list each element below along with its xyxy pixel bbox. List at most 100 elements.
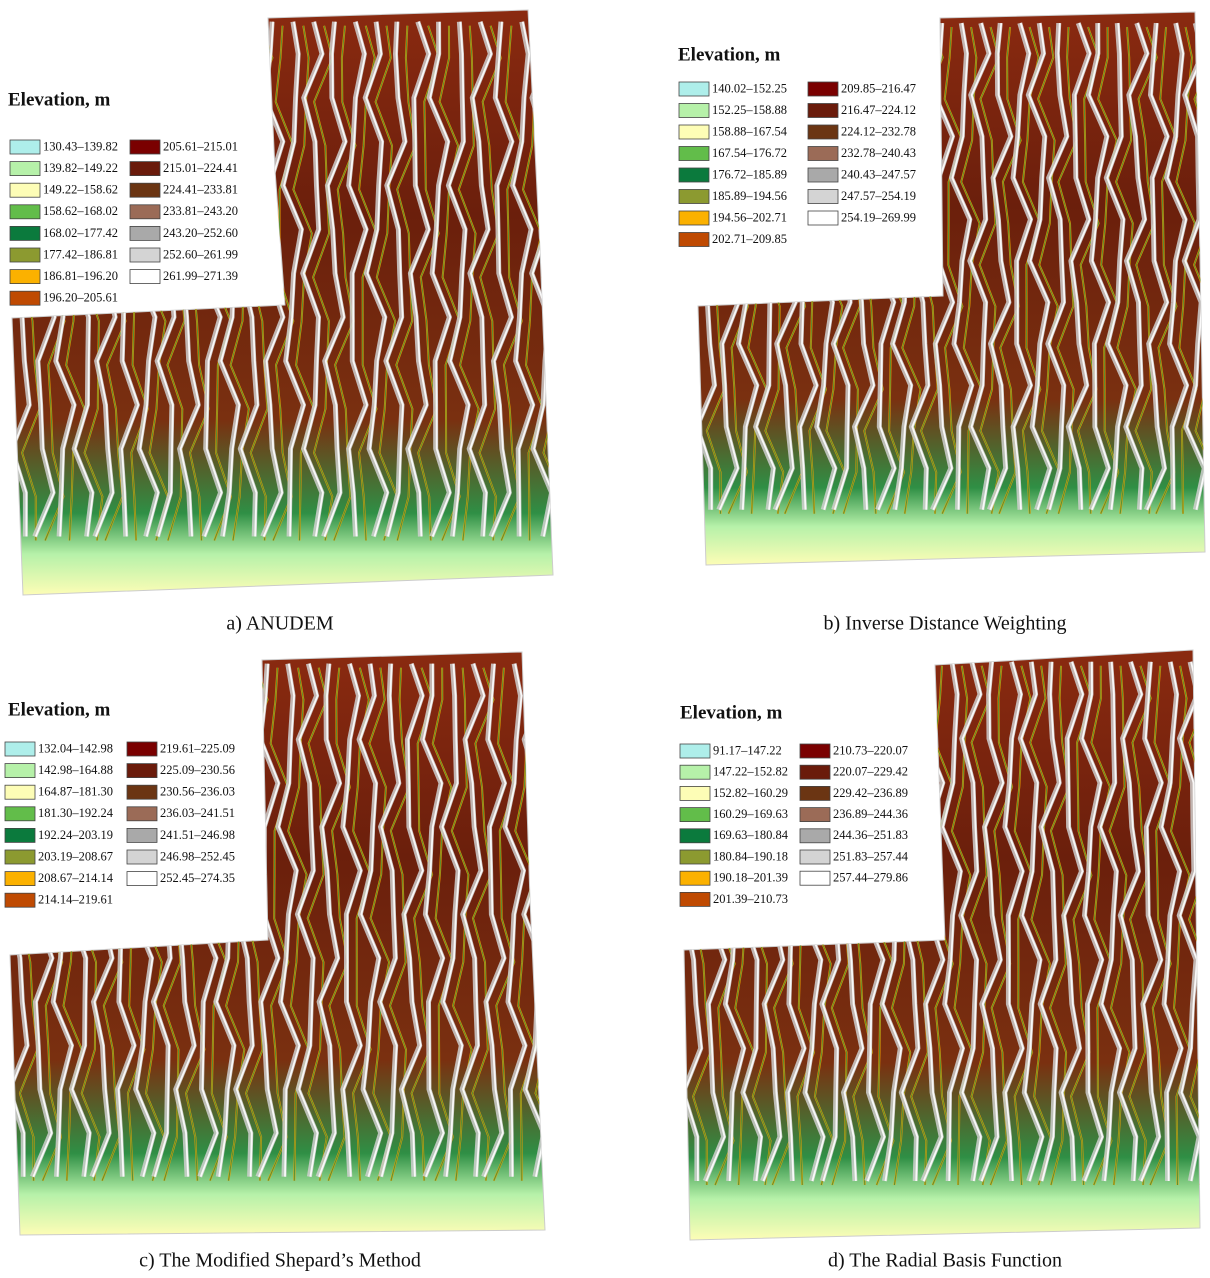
legend-swatch: [679, 168, 709, 182]
legend-label: 139.82–149.22: [43, 161, 118, 175]
legend-label: 201.39–210.73: [713, 892, 788, 906]
legend-swatch: [5, 807, 35, 821]
legend-label: 177.42–186.81: [43, 247, 118, 261]
legend-swatch: [127, 742, 157, 756]
legend-swatch: [127, 872, 157, 886]
legend-title: Elevation, m: [8, 699, 111, 720]
legend-label: 236.03–241.51: [160, 806, 235, 820]
legend-label: 130.43–139.82: [43, 139, 118, 153]
legend-swatch: [10, 248, 40, 262]
legend-label: 167.54–176.72: [712, 146, 787, 160]
legend-swatch: [800, 850, 830, 864]
legend-swatch: [10, 270, 40, 284]
panel: Elevation, m132.04–142.98142.98–164.8816…: [5, 652, 554, 1272]
legend-swatch: [10, 291, 40, 305]
legend-label: 224.12–232.78: [841, 124, 916, 138]
legend-label: 181.30–192.24: [38, 806, 114, 820]
legend-label: 229.42–236.89: [833, 786, 908, 800]
page: { "legend_colors": ["#aeeeea", "#b6f1a9"…: [0, 0, 1210, 1273]
caption: d) The Radial Basis Function: [828, 1250, 1062, 1272]
panel: Elevation, m91.17–147.22147.22–152.82152…: [680, 650, 1209, 1272]
legend-swatch: [679, 82, 709, 96]
legend-title: Elevation, m: [678, 44, 781, 65]
legend-label: 236.89–244.36: [833, 807, 908, 821]
legend-swatch: [5, 872, 35, 886]
legend-label: 252.45–274.35: [160, 871, 235, 885]
legend-swatch: [10, 205, 40, 219]
legend-label: 225.09–230.56: [160, 763, 235, 777]
legend-label: 196.20–205.61: [43, 291, 118, 305]
legend-swatch: [5, 893, 35, 907]
legend-label: 180.84–190.18: [713, 849, 788, 863]
legend-label: 252.60–261.99: [163, 247, 238, 261]
legend-swatch: [10, 226, 40, 240]
legend-swatch: [679, 125, 709, 139]
caption: a) ANUDEM: [226, 613, 333, 635]
panel: Elevation, m 130.43–139.82 139.82–149.22 14…: [8, 10, 562, 635]
legend-swatch: [5, 764, 35, 778]
legend-label: 164.87–181.30: [38, 785, 113, 799]
legend-swatch: [808, 168, 838, 182]
legend-swatch: [800, 829, 830, 843]
legend-label: 205.61–215.01: [163, 139, 238, 153]
legend-swatch: [800, 744, 830, 758]
legend-swatch: [800, 765, 830, 779]
legend-swatch: [680, 892, 710, 906]
panel: Elevation, m140.02–152.25152.25–158.8815…: [678, 12, 1210, 635]
legend-label: 257.44–279.86: [833, 871, 908, 885]
legend-swatch: [808, 211, 838, 225]
legend-label: 209.85–216.47: [841, 81, 916, 95]
legend-label: 243.20–252.60: [163, 226, 238, 240]
legend-swatch: [680, 829, 710, 843]
legend-label: 192.24–203.19: [38, 828, 113, 842]
legend-swatch: [5, 828, 35, 842]
legend-swatch: [679, 211, 709, 225]
legend-swatch: [5, 785, 35, 799]
legend-swatch: [680, 850, 710, 864]
legend-label: 203.19–208.67: [38, 849, 113, 863]
legend-swatch: [800, 808, 830, 822]
legend-swatch: [679, 190, 709, 204]
legend-swatch: [679, 233, 709, 247]
legend-swatch: [127, 807, 157, 821]
legend-label: 158.62–168.02: [43, 204, 118, 218]
caption: b) Inverse Distance Weighting: [824, 613, 1067, 635]
legend-swatch: [127, 850, 157, 864]
legend-label: 241.51–246.98: [160, 828, 235, 842]
legend-label: 230.56–236.03: [160, 785, 235, 799]
legend-label: 210.73–220.07: [833, 743, 908, 757]
legend-label: 247.57–254.19: [841, 189, 916, 203]
legend-label: 232.78–240.43: [841, 146, 916, 160]
legend-swatch: [127, 785, 157, 799]
legend-label: 169.63–180.84: [713, 828, 789, 842]
legend-label: 160.29–169.63: [713, 807, 788, 821]
legend-label: 244.36–251.83: [833, 828, 908, 842]
legend-swatch: [130, 140, 160, 154]
legend-swatch: [130, 183, 160, 197]
legend-title: Elevation, m: [8, 89, 111, 110]
legend-label: 214.14–219.61: [38, 893, 113, 907]
legend-label: 215.01–224.41: [163, 161, 238, 175]
legend-label: 147.22–152.82: [713, 765, 788, 779]
legend-swatch: [800, 871, 830, 885]
legend-swatch: [680, 765, 710, 779]
legend-label: 216.47–224.12: [841, 103, 916, 117]
legend-swatch: [127, 764, 157, 778]
caption: c) The Modified Shepard’s Method: [139, 1250, 421, 1272]
legend-label: 185.89–194.56: [712, 189, 787, 203]
legend-swatch: [808, 125, 838, 139]
legend-swatch: [130, 205, 160, 219]
legend-swatch: [10, 140, 40, 154]
legend-swatch: [808, 190, 838, 204]
legend-label: 152.82–160.29: [713, 786, 788, 800]
legend-swatch: [10, 183, 40, 197]
legend-swatch: [5, 850, 35, 864]
legend-label: 158.88–167.54: [712, 124, 788, 138]
legend-swatch: [130, 226, 160, 240]
legend-label: 142.98–164.88: [38, 763, 113, 777]
legend-swatch: [680, 744, 710, 758]
legend-swatch: [679, 147, 709, 161]
legend-label: 149.22–158.62: [43, 183, 118, 197]
legend-label: 152.25–158.88: [712, 103, 787, 117]
legend-label: 91.17–147.22: [713, 743, 782, 757]
